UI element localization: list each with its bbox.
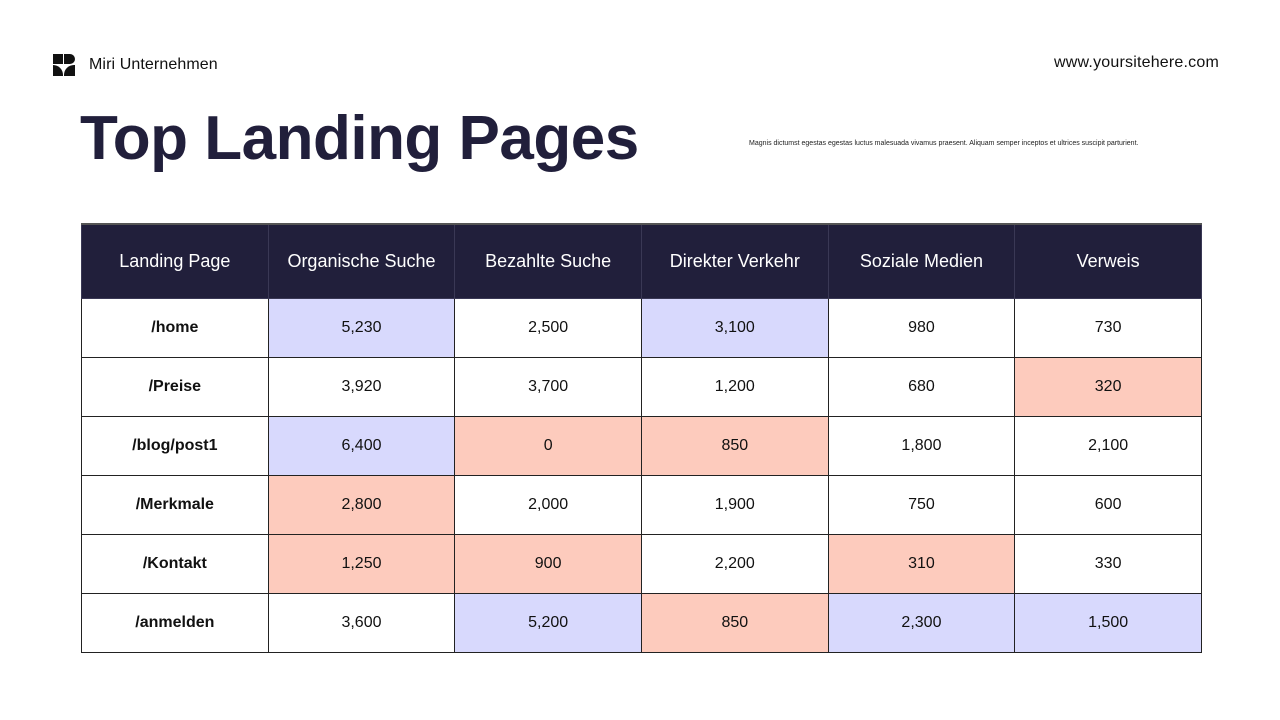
value-cell: 1,500 <box>1014 592 1202 653</box>
value-cell: 2,300 <box>827 592 1016 653</box>
value-cell: 2,200 <box>640 533 829 594</box>
value-cell: 2,100 <box>1014 415 1202 476</box>
landing-page-cell: /blog/post1 <box>81 415 269 476</box>
table-row: /Kontakt 1,250 900 2,200 310 330 <box>81 533 1202 594</box>
column-header: Landing Page <box>81 223 269 299</box>
value-cell: 850 <box>640 415 829 476</box>
column-header: Organische Suche <box>267 223 456 299</box>
value-cell: 5,230 <box>267 297 456 358</box>
value-cell: 850 <box>640 592 829 653</box>
company-logo-icon <box>53 54 75 76</box>
table-header-row: Landing Page Organische Suche Bezahlte S… <box>81 223 1202 299</box>
brand: Miri Unternehmen <box>53 54 218 76</box>
landing-page-cell: /Kontakt <box>81 533 269 594</box>
landing-page-cell: /Preise <box>81 356 269 417</box>
landing-page-cell: /Merkmale <box>81 474 269 535</box>
value-cell: 2,500 <box>454 297 642 358</box>
description-text: Magnis dictumst egestas egestas luctus m… <box>749 140 1139 147</box>
value-cell: 900 <box>454 533 642 594</box>
table-row: /Merkmale 2,800 2,000 1,900 750 600 <box>81 474 1202 535</box>
value-cell: 320 <box>1014 356 1202 417</box>
landing-page-cell: /anmelden <box>81 592 269 653</box>
value-cell: 6,400 <box>267 415 456 476</box>
value-cell: 0 <box>454 415 642 476</box>
table-row: /anmelden 3,600 5,200 850 2,300 1,500 <box>81 592 1202 653</box>
table-row: /Preise 3,920 3,700 1,200 680 320 <box>81 356 1202 417</box>
page-title: Top Landing Pages <box>80 104 639 173</box>
value-cell: 3,920 <box>267 356 456 417</box>
value-cell: 750 <box>827 474 1016 535</box>
column-header: Bezahlte Suche <box>454 223 642 299</box>
landing-pages-table: Landing Page Organische Suche Bezahlte S… <box>81 223 1202 653</box>
value-cell: 1,200 <box>640 356 829 417</box>
landing-page-cell: /home <box>81 297 269 358</box>
value-cell: 3,100 <box>640 297 829 358</box>
value-cell: 3,600 <box>267 592 456 653</box>
value-cell: 730 <box>1014 297 1202 358</box>
value-cell: 310 <box>827 533 1016 594</box>
website-link[interactable]: www.yoursitehere.com <box>1054 54 1219 71</box>
column-header: Verweis <box>1014 223 1202 299</box>
column-header: Soziale Medien <box>827 223 1016 299</box>
brand-name: Miri Unternehmen <box>89 56 218 73</box>
value-cell: 980 <box>827 297 1016 358</box>
value-cell: 680 <box>827 356 1016 417</box>
value-cell: 1,900 <box>640 474 829 535</box>
value-cell: 600 <box>1014 474 1202 535</box>
table-row: /home 5,230 2,500 3,100 980 730 <box>81 297 1202 358</box>
value-cell: 5,200 <box>454 592 642 653</box>
column-header: Direkter Verkehr <box>640 223 829 299</box>
table-row: /blog/post1 6,400 0 850 1,800 2,100 <box>81 415 1202 476</box>
value-cell: 2,000 <box>454 474 642 535</box>
value-cell: 1,800 <box>827 415 1016 476</box>
value-cell: 1,250 <box>267 533 456 594</box>
value-cell: 2,800 <box>267 474 456 535</box>
value-cell: 3,700 <box>454 356 642 417</box>
value-cell: 330 <box>1014 533 1202 594</box>
